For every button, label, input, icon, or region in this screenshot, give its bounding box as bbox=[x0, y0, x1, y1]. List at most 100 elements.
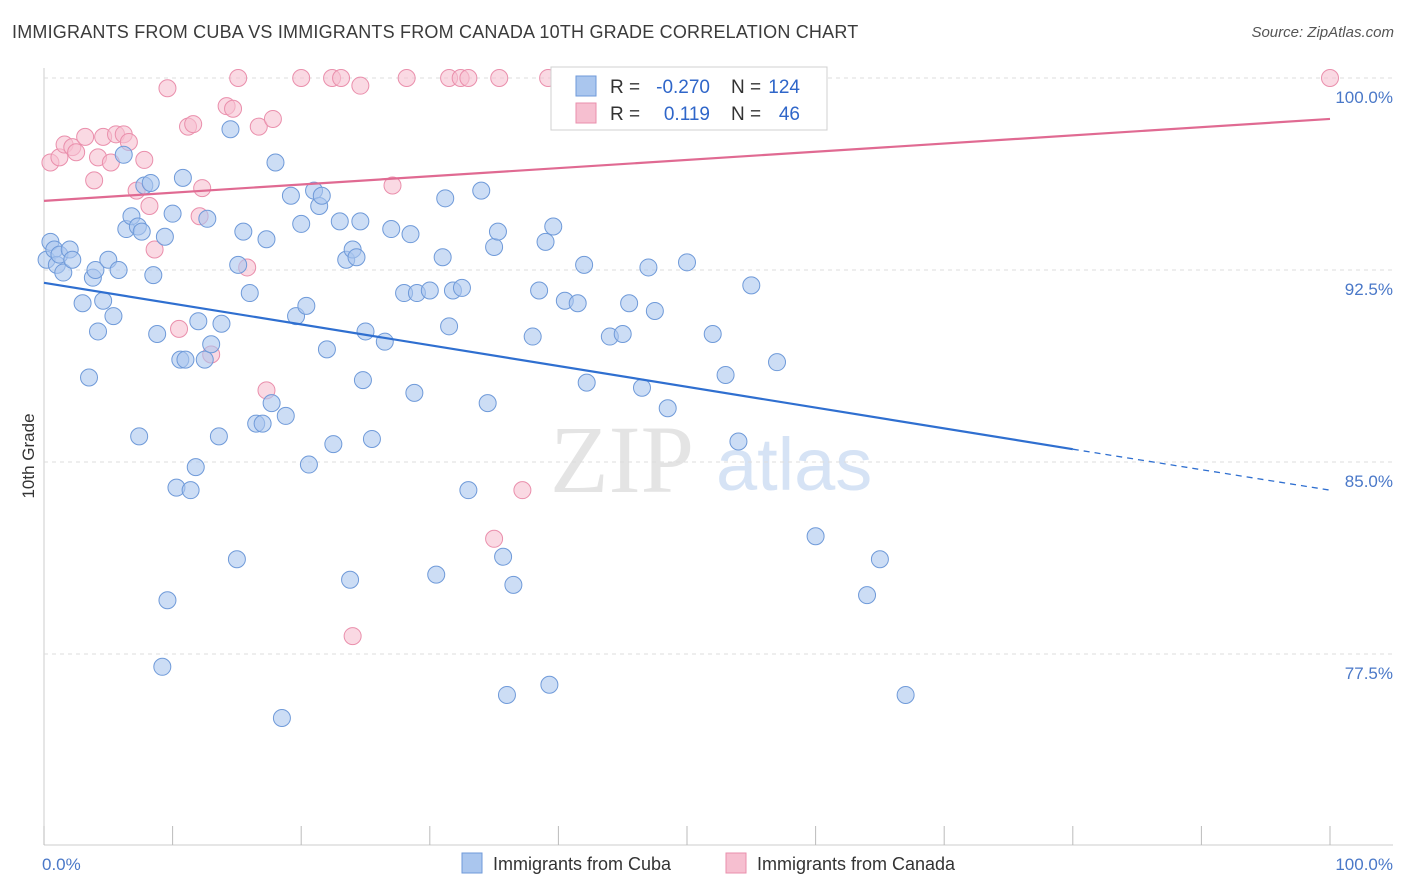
cuba-point-37 bbox=[189, 312, 208, 331]
cuba-point-28 bbox=[155, 227, 174, 246]
cuba-point-105 bbox=[613, 325, 632, 343]
cuba-point-119 bbox=[870, 550, 889, 569]
cuba-point-44 bbox=[227, 550, 246, 569]
cuba-point-116 bbox=[768, 353, 787, 372]
cuba-point-7 bbox=[63, 250, 82, 269]
cuba-point-70 bbox=[351, 212, 370, 231]
cuba-point-52 bbox=[266, 153, 285, 172]
legend-cuba-n-value: 124 bbox=[768, 77, 800, 98]
canada-point-33 bbox=[332, 69, 351, 87]
cuba-point-67 bbox=[341, 570, 360, 589]
cuba-point-26 bbox=[148, 325, 167, 343]
cuba-point-120 bbox=[896, 685, 915, 704]
cuba-point-114 bbox=[729, 432, 748, 451]
canada-point-5 bbox=[76, 127, 95, 146]
cuba-point-50 bbox=[257, 230, 276, 249]
canada-point-28 bbox=[249, 117, 268, 136]
cuba-point-63 bbox=[317, 340, 336, 359]
canada-point-42 bbox=[490, 69, 509, 87]
canada-point-17 bbox=[158, 79, 177, 98]
canada-point-41 bbox=[485, 529, 504, 548]
legend-canada-n-value: 46 bbox=[779, 104, 800, 125]
cuba-point-11 bbox=[86, 261, 105, 279]
canada-point-20 bbox=[184, 115, 203, 134]
y-axis-title: 10th Grade bbox=[19, 413, 38, 498]
canada-point-45 bbox=[1321, 69, 1339, 87]
legend-cuba-r-label: R = bbox=[610, 77, 640, 98]
canada-point-43 bbox=[513, 481, 532, 500]
cuba-point-16 bbox=[109, 261, 128, 279]
cuba-point-29 bbox=[158, 591, 177, 610]
cuba-point-115 bbox=[742, 276, 761, 295]
cuba-point-72 bbox=[356, 322, 375, 341]
cuba-point-35 bbox=[181, 481, 200, 500]
canada-point-34 bbox=[343, 627, 362, 646]
cuba-trend-extension bbox=[1072, 448, 1331, 491]
y-tick-label-85: 85.0% bbox=[1345, 472, 1393, 491]
cuba-point-34 bbox=[176, 350, 195, 369]
cuba-point-58 bbox=[297, 296, 316, 315]
cuba-point-90 bbox=[485, 237, 504, 256]
cuba-point-101 bbox=[568, 294, 587, 313]
cuba-point-74 bbox=[375, 332, 394, 351]
cuba-point-5 bbox=[54, 263, 73, 282]
cuba-point-39 bbox=[198, 209, 217, 228]
legend-swatch-cuba bbox=[575, 75, 597, 97]
cuba-point-81 bbox=[427, 565, 446, 584]
legend-cuba-r-value: -0.270 bbox=[656, 77, 710, 98]
cuba-point-36 bbox=[186, 458, 205, 477]
cuba-point-27 bbox=[153, 657, 172, 676]
canada-point-14 bbox=[135, 150, 154, 169]
cuba-point-24 bbox=[141, 173, 160, 192]
cuba-point-113 bbox=[716, 365, 735, 384]
cuba-point-117 bbox=[806, 527, 825, 546]
legend-swatch-canada bbox=[575, 102, 597, 124]
cuba-point-112 bbox=[703, 325, 722, 343]
cuba-point-8 bbox=[73, 294, 92, 313]
cuba-point-82 bbox=[433, 248, 452, 267]
y-tick-label-92.5: 92.5% bbox=[1345, 280, 1393, 299]
x-ticks bbox=[43, 826, 1331, 845]
cuba-point-103 bbox=[577, 373, 596, 392]
canada-point-35 bbox=[351, 76, 370, 95]
cuba-point-55 bbox=[281, 186, 300, 205]
cuba-point-59 bbox=[299, 455, 318, 474]
x-tick-label-100: 100.0% bbox=[1335, 855, 1393, 874]
canada-point-18 bbox=[170, 319, 189, 338]
y-tick-label-77.5: 77.5% bbox=[1345, 664, 1393, 683]
cuba-point-57 bbox=[292, 214, 311, 233]
canada-point-16 bbox=[145, 240, 164, 259]
top-legend-box bbox=[550, 66, 828, 131]
legend-canada-n-label: N = bbox=[731, 104, 761, 125]
canada-point-15 bbox=[140, 197, 159, 215]
cuba-point-110 bbox=[658, 399, 677, 418]
cuba-point-46 bbox=[234, 222, 253, 241]
cuba-point-71 bbox=[353, 371, 372, 390]
cuba-point-108 bbox=[639, 258, 658, 277]
canada-point-26 bbox=[229, 69, 248, 87]
cuba-point-106 bbox=[620, 294, 639, 313]
cuba-point-111 bbox=[678, 253, 696, 272]
y-tick-labels: 100.0% 92.5% 85.0% 77.5% bbox=[1335, 88, 1393, 683]
cuba-trend-line bbox=[43, 281, 1073, 451]
canada-point-37 bbox=[397, 69, 416, 87]
cuba-point-84 bbox=[440, 317, 459, 336]
canada-point-22 bbox=[193, 179, 212, 198]
bottom-legend: Immigrants from Cuba Immigrants from Can… bbox=[461, 852, 956, 874]
cuba-point-49 bbox=[253, 414, 272, 433]
cuba-point-40 bbox=[202, 335, 221, 354]
cuba-point-17 bbox=[114, 145, 133, 164]
cuba-point-93 bbox=[497, 685, 516, 704]
cuba-point-9 bbox=[80, 368, 99, 387]
cuba-point-25 bbox=[144, 266, 163, 285]
cuba-point-62 bbox=[312, 186, 331, 205]
cuba-point-12 bbox=[89, 322, 108, 341]
canada-point-36 bbox=[383, 176, 402, 195]
cuba-point-30 bbox=[163, 204, 182, 223]
cuba-point-92 bbox=[494, 547, 513, 566]
cuba-point-96 bbox=[530, 281, 549, 300]
cuba-point-88 bbox=[472, 181, 491, 200]
cuba-point-94 bbox=[504, 575, 523, 594]
cuba-point-78 bbox=[405, 383, 424, 402]
